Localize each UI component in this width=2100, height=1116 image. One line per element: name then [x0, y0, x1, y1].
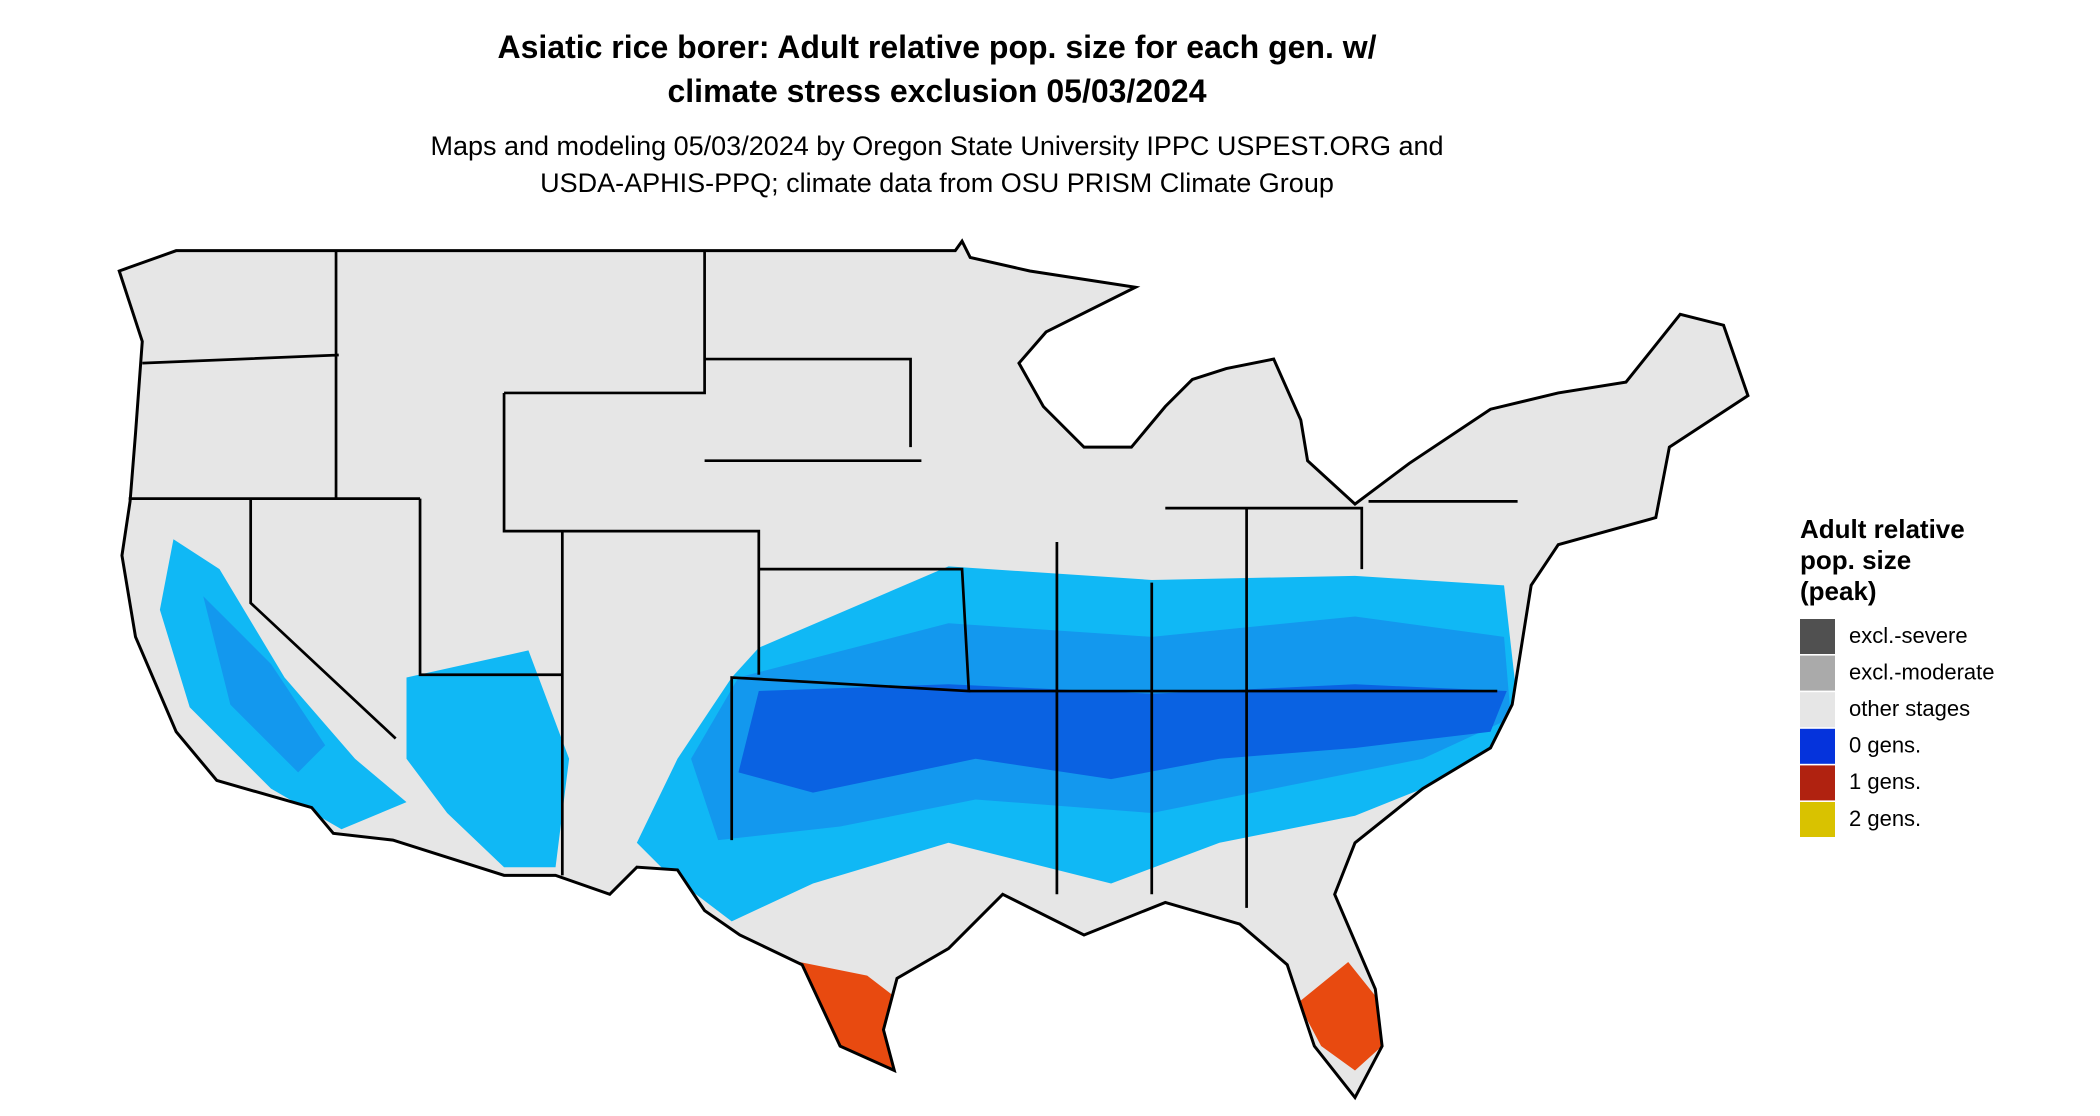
zone-dark [738, 684, 1507, 793]
subtitle-line: Maps and modeling 05/03/2024 by Oregon S… [430, 131, 1443, 161]
legend-swatch [1800, 619, 1835, 654]
legend-title: pop. size [1800, 545, 1911, 575]
state-lines [128, 250, 1518, 908]
legend-label: 0 gens. [1849, 733, 1921, 758]
map [117, 239, 1750, 1100]
model-areas [159, 539, 1518, 1071]
legend-label: excl.-severe [1849, 623, 1968, 648]
title-line: climate stress exclusion 05/03/2024 [667, 73, 1206, 109]
title-line: Asiatic rice borer: Adult relative pop. … [497, 29, 1376, 65]
legend-label: 1 gens. [1849, 769, 1921, 794]
legend-label: other stages [1849, 696, 1970, 721]
legend-swatch [1800, 802, 1835, 837]
legend-title: Adult relative [1800, 514, 1965, 544]
legend-title: (peak) [1800, 576, 1877, 606]
legend-swatch [1800, 655, 1835, 691]
legend-label: 2 gens. [1849, 806, 1921, 831]
subtitle-line: USDA-APHIS-PPQ; climate data from OSU PR… [540, 168, 1334, 198]
legend-swatch [1800, 692, 1835, 728]
legend-swatch [1800, 765, 1835, 801]
legend-swatch [1800, 728, 1835, 764]
legend-label: excl.-moderate [1849, 659, 1995, 684]
